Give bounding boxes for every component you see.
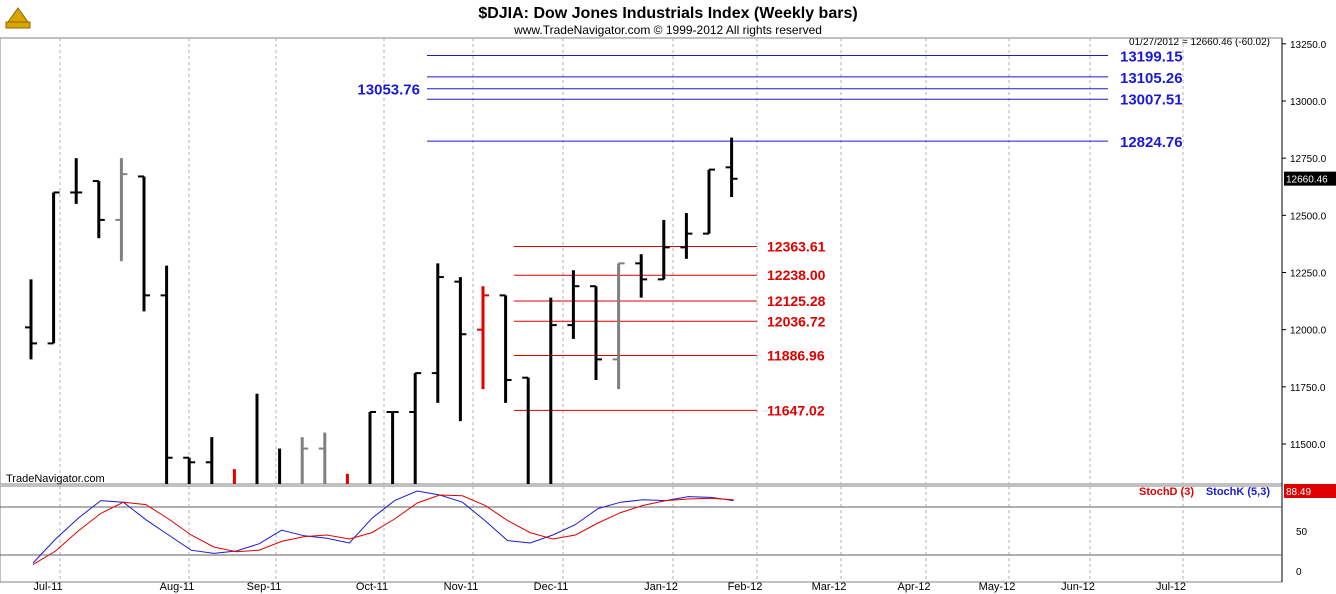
last-price-box	[1284, 171, 1336, 186]
x-tick-label: Jul-12	[1156, 581, 1186, 593]
price-readout: 01/27/2012 = 12660.46 (-60.02)	[1129, 37, 1270, 48]
ohlc-bar	[703, 168, 715, 235]
date-axis: Jul-11 Aug-11 Sep-11 Oct-11 Nov-11 Dec-11 Jan-…	[33, 581, 1186, 593]
x-tick-label: Apr-12	[897, 581, 930, 593]
red-level-label: 11886.96	[767, 348, 825, 364]
ohlc-bar	[160, 265, 173, 484]
y-tick-label: 11750.0	[1290, 383, 1326, 394]
ohlc-bar	[635, 254, 648, 298]
ohlc-bar	[590, 285, 602, 380]
x-tick-label: Mar-12	[812, 581, 847, 593]
x-tick-label: Nov-11	[444, 581, 479, 593]
stoch-series-line	[32, 490, 734, 564]
blue-level-label: 13053.76	[357, 82, 420, 99]
blue-level-label: 13199.15	[1120, 48, 1183, 65]
y-tick-label: 13250.0	[1290, 40, 1327, 51]
legend-stoch-k: StochK (5,3)	[1206, 486, 1271, 498]
ohlc-bar	[205, 437, 214, 484]
last-price-label: 12660.46	[1286, 175, 1328, 186]
ohlc-bar	[680, 213, 693, 259]
red-level-label: 12125.28	[767, 293, 826, 309]
ohlc-bar	[657, 219, 670, 281]
ohlc-bar	[70, 158, 83, 204]
x-tick-label: Aug-11	[160, 581, 195, 593]
chart-title: $DJIA: Dow Jones Industrials Index (Week…	[478, 5, 857, 22]
ohlc-bar	[499, 294, 512, 403]
trade-navigator-logo-icon	[3, 3, 33, 33]
x-tick-label: Sep-11	[247, 581, 282, 593]
copyright-text: www.TradeNavigator.com © 1999-2012 All r…	[513, 23, 822, 37]
ohlc-bar	[183, 456, 196, 484]
stochastic-panel: 50 0 StochD (3) StochK (5,3) 88.49	[0, 484, 1336, 578]
x-tick-label: Oct-11	[356, 581, 388, 593]
ohlc-bar	[318, 432, 327, 484]
stoch-last-box	[1284, 484, 1336, 498]
ohlc-bar	[409, 372, 422, 484]
ohlc-bar	[612, 262, 625, 390]
ohlc-bar	[477, 286, 489, 390]
ohlc-bar	[567, 270, 580, 339]
x-tick-label: Jul-11	[33, 581, 62, 593]
red-level-label: 12036.72	[767, 313, 826, 329]
x-tick-label: Jan-12	[644, 581, 678, 593]
ohlc-bar	[386, 410, 399, 484]
ohlc-bar	[300, 437, 309, 484]
ohlc-bar	[431, 263, 444, 403]
stoch-tick-label: 0	[1296, 567, 1302, 578]
legend-stoch-d: StochD (3)	[1139, 486, 1194, 498]
price-bars	[25, 137, 738, 484]
y-tick-label: 13000.0	[1290, 97, 1327, 108]
price-axis: 13250.0 13000.0 12750.0 12500.0 12250.0 12000…	[1282, 40, 1336, 451]
x-tick-label: Dec-11	[534, 581, 569, 593]
y-tick-label: 12750.0	[1290, 154, 1327, 165]
blue-level-label: 12824.76	[1120, 134, 1183, 151]
blue-level-label: 13105.26	[1120, 70, 1183, 87]
x-tick-label: May-12	[979, 581, 1016, 593]
ohlc-bar	[368, 410, 376, 484]
x-tick-label: Jun-12	[1061, 581, 1095, 593]
ohlc-bar	[522, 376, 530, 484]
watermark: TradeNavigator.com	[6, 473, 105, 485]
ohlc-bar	[47, 191, 60, 345]
x-tick-label: Feb-12	[728, 581, 763, 593]
ohlc-bar	[92, 180, 105, 239]
ohlc-bar	[549, 297, 557, 484]
y-tick-label: 12000.0	[1290, 326, 1327, 337]
stoch-last-label: 88.49	[1286, 487, 1311, 498]
ohlc-bar	[725, 137, 738, 198]
ohlc-bar	[115, 158, 128, 262]
red-level-label: 11647.02	[767, 402, 825, 418]
y-tick-label: 12250.0	[1290, 269, 1327, 280]
ohlc-bar	[138, 175, 150, 312]
y-tick-label: 12500.0	[1290, 211, 1327, 222]
stoch-series-line	[32, 494, 734, 566]
red-level-label: 12363.61	[767, 239, 826, 255]
ohlc-bar	[25, 279, 37, 360]
blue-level-label: 13007.51	[1120, 91, 1183, 108]
vertical-gridlines	[59, 38, 1184, 582]
red-level-label: 12238.00	[767, 267, 826, 283]
stoch-tick-label: 50	[1296, 527, 1308, 538]
chart-frames	[0, 37, 1283, 583]
level-lines: 13199.15 13105.26 13053.76 13007.51 12824.76…	[357, 48, 1182, 418]
ohlc-bar	[454, 277, 467, 422]
y-tick-label: 11500.0	[1290, 440, 1326, 451]
